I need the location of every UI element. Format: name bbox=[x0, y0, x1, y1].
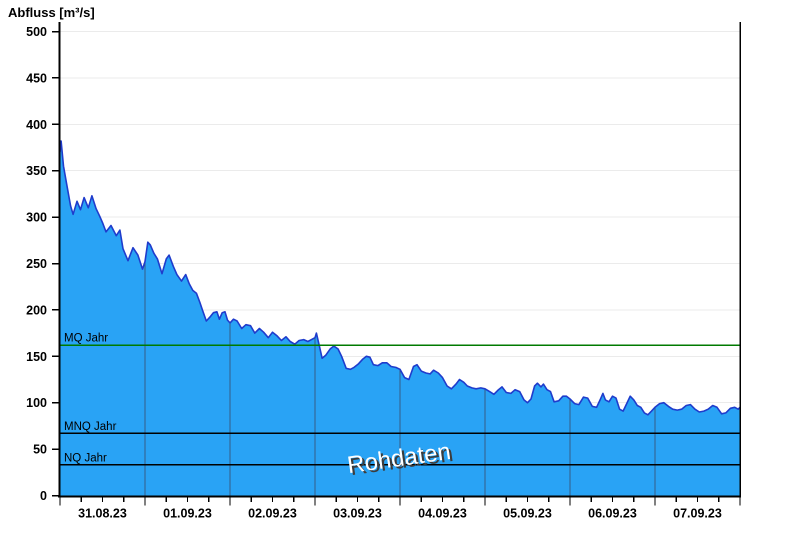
discharge-curve bbox=[59, 140, 741, 416]
x-date-label: 03.09.23 bbox=[333, 507, 382, 521]
ref-line-label: MQ Jahr bbox=[64, 333, 108, 345]
x-date-label: 04.09.23 bbox=[418, 507, 467, 521]
y-tick-label: 0 bbox=[40, 489, 47, 503]
y-tick-label: 350 bbox=[26, 164, 47, 178]
ref-line-label: NQ Jahr bbox=[64, 452, 107, 464]
x-date-label: 02.09.23 bbox=[248, 507, 297, 521]
ref-line-label: MNQ Jahr bbox=[64, 421, 117, 433]
y-tick-label: 50 bbox=[33, 443, 47, 457]
y-tick-label: 150 bbox=[26, 350, 47, 364]
x-date-label: 07.09.23 bbox=[673, 507, 722, 521]
x-date-label: 31.08.23 bbox=[78, 507, 127, 521]
x-date-label: 01.09.23 bbox=[163, 507, 212, 521]
x-date-label: 05.09.23 bbox=[503, 507, 552, 521]
y-tick-label: 450 bbox=[26, 71, 47, 85]
y-tick-label: 100 bbox=[26, 396, 47, 410]
x-date-label: 06.09.23 bbox=[588, 507, 637, 521]
y-tick-label: 500 bbox=[26, 25, 47, 39]
chart-title: Abfluss [m³/s] bbox=[8, 5, 95, 20]
y-tick-label: 400 bbox=[26, 118, 47, 132]
y-tick-label: 300 bbox=[26, 211, 47, 225]
y-tick-label: 250 bbox=[26, 257, 47, 271]
y-tick-label: 200 bbox=[26, 303, 47, 317]
